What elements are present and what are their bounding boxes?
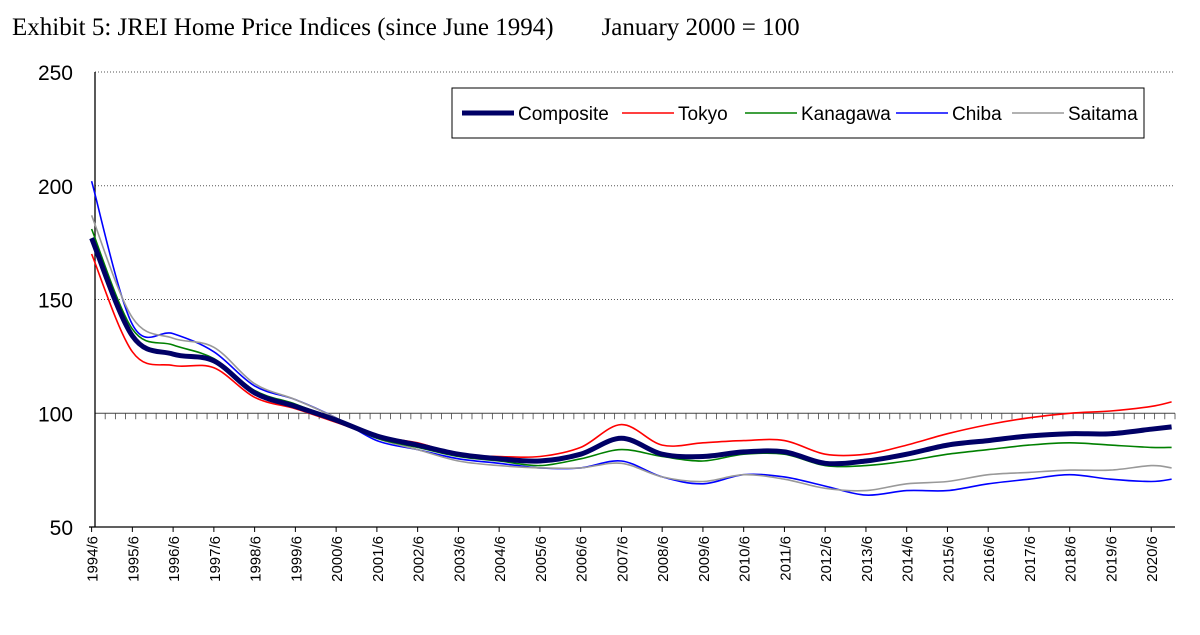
x-tick-label: 2016/6 (981, 536, 998, 582)
grid-lines (94, 71, 1176, 420)
x-tick-label: 2015/6 (940, 536, 957, 582)
x-tick-label: 2003/6 (451, 536, 468, 582)
x-tick-label: 2007/6 (614, 536, 631, 582)
legend-label-kanagawa: Kanagawa (801, 104, 891, 125)
x-tick-label: 2010/6 (737, 536, 754, 582)
y-axis-ticks: 50 100 150 200 250 (38, 62, 73, 540)
legend-label-composite: Composite (518, 104, 609, 125)
legend: Composite Tokyo Kanagawa Chiba Saitama (451, 87, 1145, 139)
x-tick-label: 1996/6 (166, 536, 183, 582)
x-tick-label: 1998/6 (248, 536, 265, 582)
series-line-kanagawa (90, 228, 1172, 468)
x-tick-label: 2002/6 (411, 536, 428, 582)
x-tick-label: 2014/6 (900, 536, 917, 582)
series-line-tokyo (90, 253, 1172, 459)
x-tick-label: 2013/6 (859, 536, 876, 582)
x-tick-label: 2008/6 (655, 536, 672, 582)
x-tick-label: 1999/6 (288, 536, 305, 582)
legend-label-saitama: Saitama (1068, 104, 1138, 125)
x-axis-ticks: 1994/6 1995/6 1996/6 1997/6 1998/6 1999/6 2000… (85, 527, 1161, 582)
chart-subtitle: January 2000 = 100 (601, 14, 800, 41)
series-line-composite (89, 237, 1172, 467)
x-tick-label: 1995/6 (125, 536, 142, 582)
y-tick-label: 150 (38, 290, 73, 313)
y-tick-label: 100 (38, 403, 73, 426)
chart-title-row: Exhibit 5: JREI Home Price Indices (sinc… (12, 14, 800, 42)
x-tick-label: 2019/6 (1103, 536, 1120, 582)
x-tick-label: 2006/6 (574, 536, 591, 582)
x-tick-label: 2017/6 (1022, 536, 1039, 582)
series-line-chiba (90, 180, 1172, 496)
y-tick-label: 200 (38, 176, 73, 199)
series-lines (89, 180, 1172, 496)
x-tick-label: 2012/6 (818, 536, 835, 582)
x-tick-label: 2004/6 (492, 536, 509, 582)
x-tick-label: 2009/6 (696, 536, 713, 582)
x-tick-label: 1997/6 (207, 536, 224, 582)
x-tick-label: 2018/6 (1063, 536, 1080, 582)
y-tick-label: 50 (50, 517, 73, 540)
y-tick-label: 250 (38, 62, 73, 85)
x-tick-label: 2020/6 (1144, 536, 1161, 582)
chart-title: Exhibit 5: JREI Home Price Indices (sinc… (12, 14, 554, 41)
x-tick-label: 2005/6 (533, 536, 550, 582)
legend-label-tokyo: Tokyo (678, 104, 728, 125)
x-tick-label: 1994/6 (85, 536, 102, 582)
x-tick-label: 2001/6 (370, 536, 387, 582)
legend-label-chiba: Chiba (952, 104, 1002, 125)
x-tick-label: 2011/6 (777, 536, 794, 581)
x-tick-label: 2000/6 (329, 536, 346, 582)
series-line-saitama (90, 215, 1172, 492)
